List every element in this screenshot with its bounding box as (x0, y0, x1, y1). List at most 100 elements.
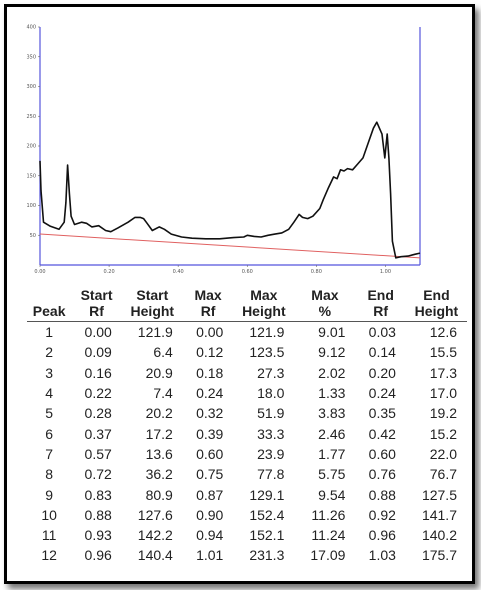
y-tick-label: 50 (30, 233, 36, 239)
table-cell: 0.94 (196, 527, 224, 544)
table-cell: 27.3 (257, 364, 285, 381)
table-row: 9 0.83 80.9 0.87 129.1 9.54 0.88 127.5 (27, 484, 467, 504)
table-cell: 11 (41, 527, 57, 544)
table-cell: 20.2 (145, 405, 173, 422)
table-cell: 15.5 (429, 344, 457, 361)
table-cell: 127.5 (421, 486, 457, 503)
table-cell: 0.00 (84, 324, 112, 341)
table-cell: 1.03 (368, 547, 396, 564)
table-cell: 0.42 (368, 425, 396, 442)
table-cell: 23.9 (257, 445, 285, 462)
table-row: 1 0.00 121.9 0.00 121.9 9.01 0.03 12.6 (27, 322, 467, 343)
table-row: 10 0.88 127.6 0.90 152.4 11.26 0.92 141.7 (27, 505, 467, 525)
table-cell: 6 (45, 425, 54, 442)
column-header: End Height (405, 287, 467, 322)
table-cell: 142.2 (137, 527, 173, 544)
table-cell: 4 (45, 385, 54, 402)
y-tick-label: 400 (26, 25, 36, 31)
table-cell: 17.09 (310, 547, 346, 564)
table-row: 7 0.57 13.6 0.60 23.9 1.77 0.60 22.0 (27, 444, 467, 464)
table-cell: 2.02 (318, 364, 346, 381)
column-header: Max Rf (182, 287, 234, 322)
column-header-text: Height (130, 303, 175, 319)
x-tick-label: 0.60 (242, 269, 253, 275)
table-cell: 33.3 (257, 425, 285, 442)
column-header: Start Rf (71, 287, 122, 322)
densitogram-trace (39, 121, 421, 259)
table-cell: 0.12 (196, 344, 224, 361)
column-header-text: Height (414, 303, 459, 319)
table-cell: 0.60 (368, 445, 396, 462)
table-cell: 19.2 (429, 405, 457, 422)
column-header-text: Rf (200, 303, 216, 319)
table-cell: 0.24 (196, 385, 224, 402)
table-cell: 17.3 (429, 364, 457, 381)
baseline-line (39, 233, 421, 259)
x-tick-label: 0.80 (311, 269, 322, 275)
table-cell: 141.7 (421, 506, 457, 523)
column-header-text: Start (136, 287, 169, 303)
table-cell: 51.9 (257, 405, 285, 422)
table-row: 2 0.09 6.4 0.12 123.5 9.12 0.14 15.5 (27, 342, 467, 362)
table-cell: 152.4 (249, 506, 285, 523)
table-cell: 175.7 (421, 547, 457, 564)
table-cell: 17.0 (429, 385, 457, 402)
table-cell: 0.83 (84, 486, 112, 503)
figure-frame: 50 100 150 200 250 300 350 400 0.00 0.20 0.40 0.60 0… (4, 4, 475, 584)
table-cell: 0.93 (84, 527, 112, 544)
table-cell: 2.46 (318, 425, 346, 442)
table-cell: 80.9 (145, 486, 173, 503)
table-cell: 0.22 (84, 385, 112, 402)
table-cell: 20.9 (145, 364, 173, 381)
column-header-text: Start (80, 287, 113, 303)
table-cell: 0.96 (368, 527, 396, 544)
table-cell: 18.0 (257, 385, 285, 402)
table-row: 12 0.96 140.4 1.01 231.3 17.09 1.03 175.7 (27, 545, 467, 565)
table-row: 5 0.28 20.2 0.32 51.9 3.83 0.35 19.2 (27, 403, 467, 423)
table-body: 1 0.00 121.9 0.00 121.9 9.01 0.03 12.6 2 0.09 6.4 0… (27, 322, 467, 566)
column-header: Max% (294, 287, 356, 322)
table-cell: 6.4 (153, 344, 173, 361)
table-cell: 3 (45, 364, 54, 381)
column-header-text: End (367, 287, 394, 303)
table-row: 3 0.16 20.9 0.18 27.3 2.02 0.20 17.3 (27, 363, 467, 383)
table-cell: 10 (41, 506, 57, 523)
x-tick-label: 1.00 (380, 269, 391, 275)
table-cell: 152.1 (249, 527, 285, 544)
table-cell: 11.24 (311, 527, 346, 544)
column-header-text: Max (194, 287, 222, 303)
table-cell: 9.01 (318, 324, 346, 341)
table-cell: 0.09 (84, 344, 112, 361)
table-cell: 0.14 (368, 344, 396, 361)
peak-table: Peak Start Rf Start Height Max Rf Max Height Max%… (27, 287, 467, 566)
table-cell: 0.90 (196, 506, 224, 523)
y-tick-label: 200 (26, 144, 36, 150)
table-cell: 13.6 (145, 445, 173, 462)
column-header-text: Max (250, 287, 278, 303)
table-cell: 3.83 (318, 405, 346, 422)
table-cell: 77.8 (257, 466, 285, 483)
table-cell: 127.6 (137, 506, 173, 523)
column-header-text: % (318, 303, 332, 319)
table-cell: 231.3 (249, 547, 285, 564)
table-row: 4 0.22 7.4 0.24 18.0 1.33 0.24 17.0 (27, 383, 467, 403)
table-cell: 0.88 (368, 486, 396, 503)
table-cell: 12 (41, 547, 57, 564)
table-cell: 0.76 (368, 466, 396, 483)
table-cell: 15.2 (429, 425, 457, 442)
table-cell: 2 (45, 344, 54, 361)
table-cell: 121.9 (137, 324, 173, 341)
table-row: 11 0.93 142.2 0.94 152.1 11.24 0.96 140.2 (27, 525, 467, 545)
table-cell: 8 (45, 466, 54, 483)
table-cell: 5 (45, 405, 54, 422)
table-cell: 5.75 (318, 466, 346, 483)
table-cell: 11.26 (311, 506, 346, 523)
table-cell: 0.32 (196, 405, 224, 422)
column-header: End Rf (355, 287, 406, 322)
table-cell: 7 (45, 445, 54, 462)
table-cell: 0.75 (196, 466, 224, 483)
table-row: 8 0.72 36.2 0.75 77.8 5.75 0.76 76.7 (27, 464, 467, 484)
table-cell: 0.16 (84, 364, 112, 381)
table-header-row: Peak Start Rf Start Height Max Rf Max Height Max%… (27, 287, 467, 322)
table-cell: 9.54 (318, 486, 346, 503)
